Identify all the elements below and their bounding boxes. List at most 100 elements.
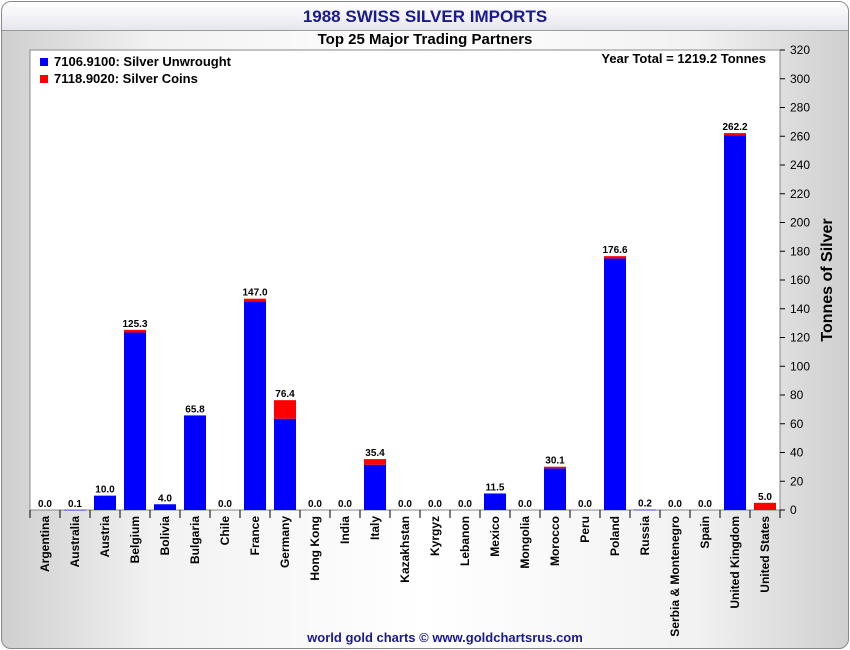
legend-swatch-unwrought [40, 57, 48, 66]
x-tick-label: India [338, 516, 352, 544]
x-tick-label: United States [758, 516, 772, 593]
x-tick-label: Germany [278, 516, 292, 568]
x-tick-label: Bolivia [158, 516, 172, 556]
y-tick-label: 40 [790, 446, 804, 460]
bar-unwrought-19 [604, 258, 626, 510]
x-tick-label: Italy [368, 516, 382, 540]
x-tick-label: Kazakhstan [398, 516, 412, 583]
data-label: 0.0 [338, 499, 352, 510]
data-label: 0.2 [638, 499, 652, 510]
bar-unwrought-23 [724, 135, 746, 510]
x-tick-label: Russia [638, 516, 652, 556]
data-label: 0.1 [68, 499, 82, 510]
x-tick-label: Belgium [128, 516, 142, 563]
bar-coins-17 [544, 466, 566, 469]
y-tick-label: 120 [790, 331, 810, 345]
bar-unwrought-5 [184, 415, 206, 510]
bar-coins-23 [724, 133, 746, 136]
x-tick-label: Serbia & Montenegro [668, 516, 682, 637]
bar-unwrought-11 [364, 464, 386, 510]
bar-coins-3 [124, 329, 146, 333]
data-label: 0.0 [308, 499, 322, 510]
footer-credit: world gold charts © www.goldchartsrus.co… [307, 630, 583, 645]
y-tick-label: 140 [790, 302, 810, 316]
x-tick-label: Australia [68, 516, 82, 568]
bar-unwrought-17 [544, 468, 566, 510]
x-tick-label: Hong Kong [308, 516, 322, 581]
y-tick-label: 280 [790, 101, 810, 115]
data-label: 0.0 [398, 499, 412, 510]
data-label: 176.6 [602, 245, 627, 256]
data-label: 10.0 [95, 485, 115, 496]
bar-unwrought-3 [124, 332, 146, 510]
data-label: 30.1 [545, 456, 565, 467]
x-tick-label: Chile [218, 516, 232, 546]
bar-coins-24 [754, 502, 776, 510]
data-label: 0.0 [578, 499, 592, 510]
year-total-annotation: Year Total = 1219.2 Tonnes [601, 51, 766, 66]
chart-title: 1988 SWISS SILVER IMPORTS [302, 7, 548, 26]
y-tick-label: 200 [790, 216, 810, 230]
bar-coins-19 [604, 256, 626, 259]
bar-unwrought-20 [634, 509, 656, 511]
data-label: 0.0 [428, 499, 442, 510]
legend-label-coins: 7118.9020: Silver Coins [54, 71, 198, 86]
bar-coins-7 [244, 298, 266, 302]
x-tick-label: Mexico [488, 516, 502, 557]
x-tick-label: Kyrgyz [428, 516, 442, 556]
y-tick-label: 260 [790, 129, 810, 143]
data-label: 76.4 [275, 389, 295, 400]
x-tick-label: Lebanon [458, 516, 472, 566]
x-tick-label: Morocco [548, 516, 562, 566]
y-tick-label: 220 [790, 187, 810, 201]
y-axis-title: Tonnes of Silver [819, 218, 836, 341]
x-tick-label: Peru [578, 516, 592, 543]
data-label: 11.5 [486, 482, 505, 493]
data-label: 0.0 [458, 499, 472, 510]
legend-item-unwrought: 7106.9100: Silver Unwrought [40, 53, 231, 70]
x-tick-label: Spain [698, 516, 712, 549]
y-tick-label: 320 [790, 43, 810, 57]
y-tick-label: 100 [790, 359, 810, 373]
bar-unwrought-1 [64, 509, 86, 511]
x-tick-label: Mongolia [518, 516, 532, 569]
data-label: 65.8 [185, 404, 205, 415]
bar-unwrought-8 [274, 418, 296, 510]
y-tick-label: 60 [790, 417, 804, 431]
chart-subtitle: Top 25 Major Trading Partners [317, 31, 533, 48]
data-label: 0.0 [518, 499, 532, 510]
y-tick-label: 300 [790, 72, 810, 86]
x-tick-label: United Kingdom [728, 516, 742, 609]
legend-item-coins: 7118.9020: Silver Coins [40, 70, 231, 87]
bar-unwrought-15 [484, 493, 506, 510]
data-label: 4.0 [158, 493, 172, 504]
y-tick-label: 180 [790, 244, 810, 258]
data-label: 147.0 [242, 288, 267, 299]
data-label: 0.0 [218, 499, 232, 510]
data-label: 35.4 [365, 448, 385, 459]
title-bar: 1988 SWISS SILVER IMPORTS [2, 2, 848, 31]
bar-coins-11 [364, 459, 386, 465]
bar-unwrought-4 [154, 504, 176, 510]
legend-swatch-coins [40, 74, 48, 83]
data-label: 0.0 [668, 499, 682, 510]
y-tick-label: 0 [790, 503, 797, 517]
bar-unwrought-2 [94, 495, 116, 510]
y-tick-label: 80 [790, 388, 804, 402]
data-label: 5.0 [758, 492, 772, 503]
data-label: 262.2 [722, 122, 747, 133]
x-tick-label: Austria [98, 516, 112, 558]
bar-unwrought-7 [244, 301, 266, 510]
bar-coins-8 [274, 400, 296, 419]
legend: 7106.9100: Silver Unwrought 7118.9020: S… [40, 53, 231, 87]
y-tick-label: 20 [790, 474, 804, 488]
x-tick-label: Argentina [38, 516, 52, 572]
x-tick-label: Poland [608, 516, 622, 556]
plot-area [29, 49, 781, 511]
y-tick-label: 160 [790, 273, 810, 287]
data-label: 0.0 [698, 499, 712, 510]
y-tick-label: 240 [790, 158, 810, 172]
data-label: 125.3 [122, 319, 147, 330]
x-tick-label: France [248, 516, 262, 556]
